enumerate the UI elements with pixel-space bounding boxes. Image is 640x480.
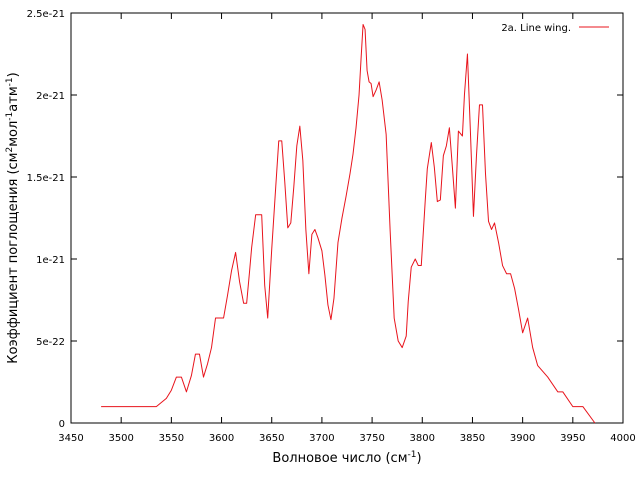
y-tick-label: 1.5e-21: [27, 173, 65, 184]
y-axis-label-unit-2: мол: [6, 121, 21, 147]
x-tick-label: 3500: [108, 433, 133, 444]
x-axis-label-sup: -1: [408, 450, 417, 460]
x-tick-label: 3450: [58, 433, 83, 444]
y-tick-label: 2.5e-21: [27, 9, 65, 20]
plot-frame: [70, 12, 624, 424]
y-axis-label-sup-3: -1: [5, 77, 15, 86]
y-axis-label: Коэффициент поглощения (см2мол-1атм-1): [5, 72, 21, 363]
y-tick-label: 2e-21: [36, 91, 65, 102]
x-tick-label: 3950: [560, 433, 585, 444]
y-axis-label-text: Коэффициент поглощения (см: [6, 153, 21, 364]
x-tick-label: 3550: [159, 433, 184, 444]
x-tick-label: 3900: [510, 433, 535, 444]
x-tick-label: 3850: [460, 433, 485, 444]
y-tick-label: 1e-21: [36, 255, 65, 266]
legend: 2a. Line wing.: [501, 23, 609, 34]
series-line: [101, 23, 596, 424]
x-axis-label-text: Волновое число (см: [272, 451, 407, 466]
x-axis-label-end: ): [416, 451, 421, 466]
y-axis-label-sup-2: -1: [5, 112, 15, 121]
x-tick-label: 3650: [259, 433, 284, 444]
y-axis-label-unit-3: атм: [6, 86, 21, 111]
axis-tick-labels: 3450 3500 3550 3600 3650 3700 3750 3800 3850 3900…: [27, 9, 636, 444]
axis-ticks: [70, 12, 624, 424]
x-axis-label: Волновое число (см-1): [272, 450, 421, 466]
legend-label: 2a. Line wing.: [501, 23, 571, 34]
x-tick-label: 3750: [359, 433, 384, 444]
x-tick-label: 3700: [309, 433, 334, 444]
x-tick-label: 3800: [410, 433, 435, 444]
y-axis-label-sup-1: 2: [5, 147, 15, 153]
y-tick-label: 5e-22: [36, 337, 65, 348]
y-axis-label-end: ): [6, 72, 21, 77]
series-group: [101, 23, 596, 424]
x-tick-label: 4000: [610, 433, 635, 444]
x-tick-label: 3600: [209, 433, 234, 444]
y-tick-label: 0: [59, 419, 65, 430]
